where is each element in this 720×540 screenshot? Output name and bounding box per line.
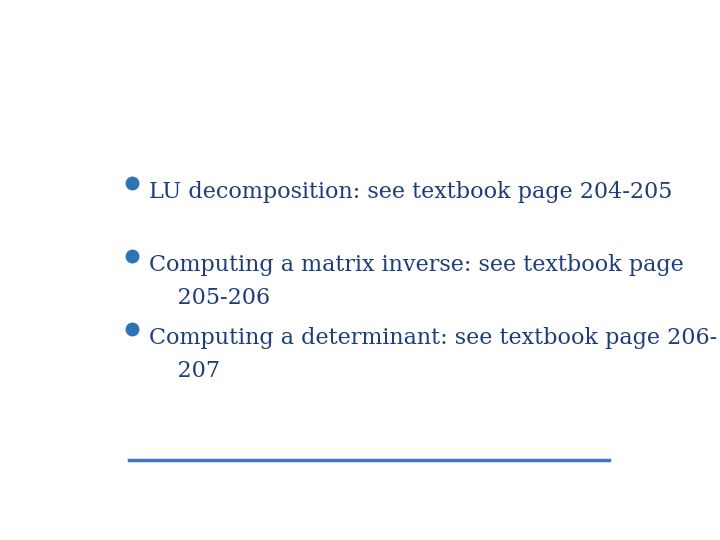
Text: 205-206: 205-206 xyxy=(148,287,270,309)
Text: 207: 207 xyxy=(148,360,220,382)
Text: Computing a determinant: see textbook page 206-: Computing a determinant: see textbook pa… xyxy=(148,327,717,349)
Text: Computing a matrix inverse: see textbook page: Computing a matrix inverse: see textbook… xyxy=(148,254,683,276)
Text: LU decomposition: see textbook page 204-205: LU decomposition: see textbook page 204-… xyxy=(148,181,672,203)
